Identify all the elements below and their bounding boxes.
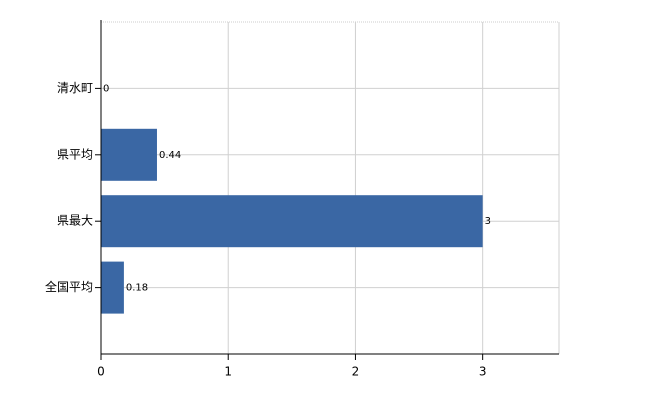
value-label: 0 xyxy=(103,83,109,94)
y-tick-label: 清水町 xyxy=(57,81,93,95)
value-label: 3 xyxy=(485,216,491,227)
x-tick-label: 0 xyxy=(97,365,105,379)
x-tick-label: 3 xyxy=(479,365,487,379)
value-label: 0.44 xyxy=(159,150,181,161)
x-tick-label: 2 xyxy=(352,365,360,379)
y-tick-label: 県平均 xyxy=(57,147,93,161)
bar xyxy=(101,128,157,181)
y-tick-label: 全国平均 xyxy=(45,279,93,294)
y-tick-label: 県最大 xyxy=(57,214,93,228)
x-tick-label: 1 xyxy=(224,365,232,379)
value-label: 0.18 xyxy=(126,283,148,294)
bar xyxy=(101,261,124,314)
bar xyxy=(101,195,483,248)
